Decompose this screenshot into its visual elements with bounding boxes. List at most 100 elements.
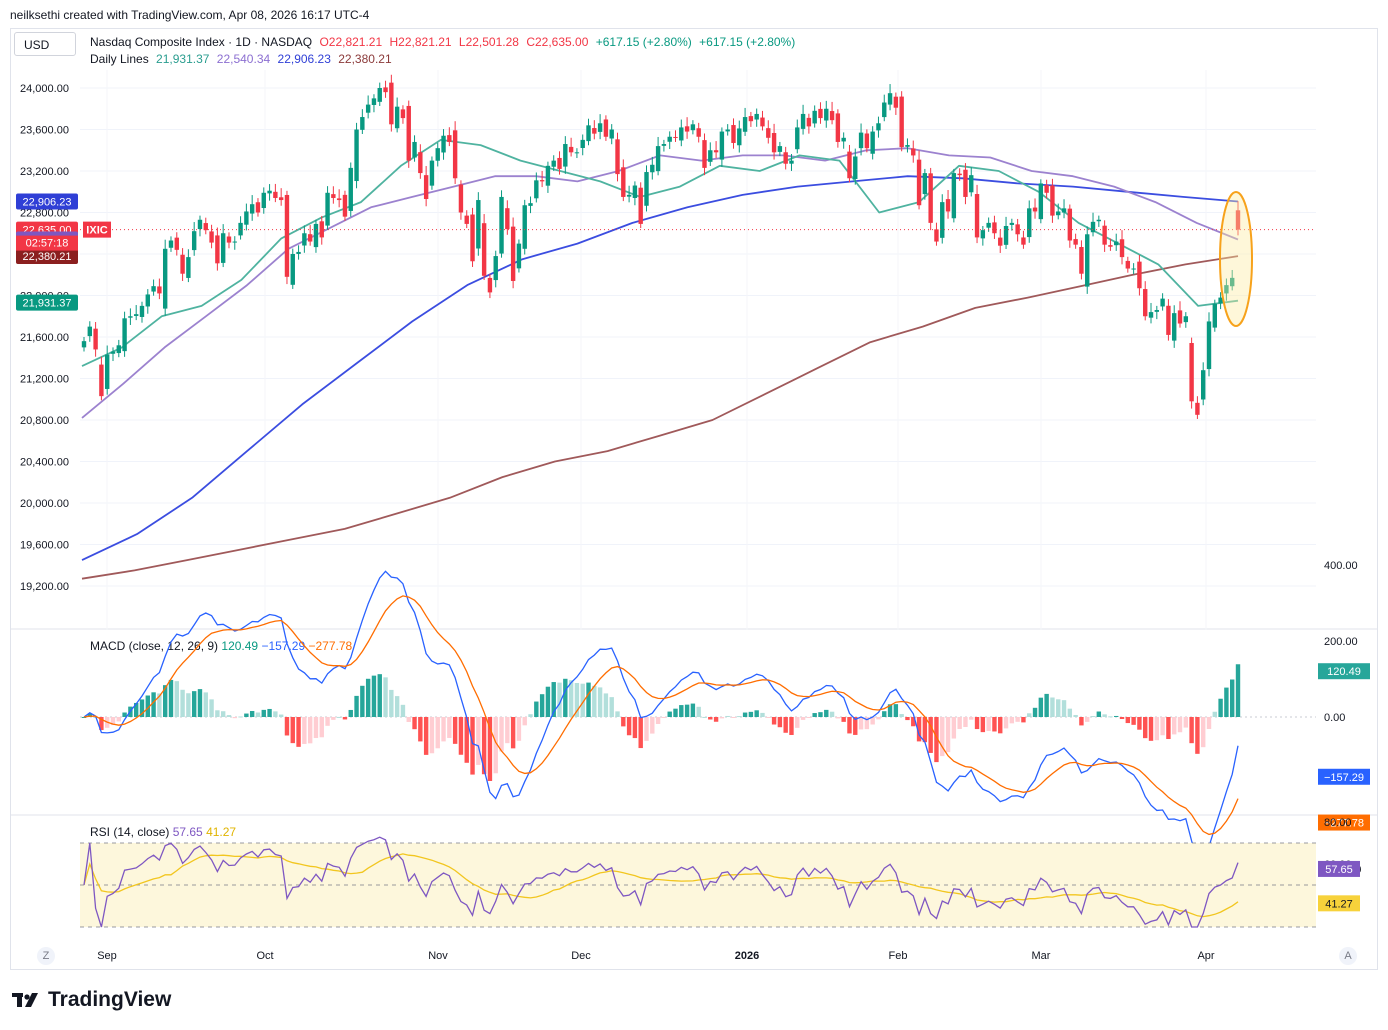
candle-body <box>122 318 127 352</box>
macd-histogram-bar <box>1195 717 1200 754</box>
candle-body <box>476 200 481 249</box>
candle-body <box>737 128 742 146</box>
candle <box>957 168 962 181</box>
macd-histogram-bar <box>795 717 800 728</box>
candle <box>551 155 556 171</box>
candle-body <box>1038 183 1044 220</box>
rsi-axis-label: 80.00 <box>1324 817 1352 829</box>
macd-histogram-bar <box>168 679 174 717</box>
candle <box>829 101 835 125</box>
macd-histogram-bar <box>592 685 597 717</box>
candle-body <box>389 82 394 125</box>
daily-lines-label[interactable]: Daily Lines <box>90 52 149 66</box>
candle-body <box>1119 239 1125 258</box>
macd-histogram-bar <box>1108 716 1113 718</box>
candle <box>574 148 580 159</box>
candle-body <box>458 184 464 213</box>
rsi-ma-value: 41.27 <box>206 825 237 839</box>
candle <box>1224 278 1229 301</box>
macd-histogram-bar <box>249 711 255 717</box>
macd-histogram-bar <box>783 717 788 733</box>
macd-histogram-bar <box>452 717 458 744</box>
candle-body <box>916 159 922 206</box>
candle <box>429 156 435 190</box>
candle <box>1009 218 1015 231</box>
candle <box>800 104 806 135</box>
candle-body <box>563 144 568 167</box>
macd-histogram-bar <box>319 717 324 738</box>
candle-body <box>499 196 504 254</box>
macd-histogram-bar <box>615 711 620 717</box>
candle-body <box>818 108 823 119</box>
macd-histogram-bar <box>1143 717 1148 739</box>
currency-selector[interactable]: USD <box>14 32 76 56</box>
candle-body <box>302 233 307 246</box>
candle-body <box>1160 298 1165 307</box>
candle <box>586 118 591 146</box>
candle-body <box>1166 305 1171 335</box>
candle <box>974 184 980 244</box>
macd-value-tag <box>1318 663 1370 680</box>
macd-histogram-bar <box>244 713 249 717</box>
macd-histogram-bar <box>510 717 516 749</box>
candle-body <box>104 354 110 389</box>
candle-body <box>133 314 139 316</box>
candle-body <box>139 305 145 317</box>
rsi-label[interactable]: RSI (14, close) <box>90 825 170 839</box>
symbol-title[interactable]: Nasdaq Composite Index · 1D · NASDAQ <box>90 35 313 49</box>
candle <box>133 305 139 321</box>
zoom-corner-button[interactable]: Z <box>37 947 55 965</box>
candle-body <box>725 129 730 132</box>
candle-body <box>621 167 626 197</box>
macd-histogram-bar <box>824 709 829 717</box>
candle-body <box>487 277 493 293</box>
candle <box>267 184 272 201</box>
macd-signal-value: −277.78 <box>308 639 353 653</box>
candle-body <box>766 128 771 138</box>
macd-histogram-bar <box>719 717 725 719</box>
auto-scale-button[interactable]: A <box>1339 947 1357 965</box>
ohlc-open: O22,821.21 <box>319 35 383 49</box>
candle-body <box>1032 207 1038 212</box>
candle-body <box>998 237 1003 246</box>
candle <box>928 167 933 231</box>
y-tick-label: 22,800.00 <box>20 208 69 220</box>
candle-body <box>679 127 684 141</box>
y-tick-label: 21,200.00 <box>20 374 69 386</box>
candle-body <box>742 117 748 132</box>
y-tick-label: 20,800.00 <box>20 415 69 427</box>
candle <box>162 239 168 316</box>
macd-label[interactable]: MACD (close, 12, 26, 9) <box>90 639 219 653</box>
candle <box>650 156 655 180</box>
candle <box>139 301 145 323</box>
price-label: 21,931.37 <box>16 294 78 311</box>
candle-body <box>273 191 278 198</box>
macd-histogram-bar <box>847 717 852 734</box>
macd-histogram-bar <box>725 715 730 717</box>
macd-histogram-bar <box>696 706 701 717</box>
candle <box>145 289 150 314</box>
candle <box>1114 233 1119 251</box>
candle-body <box>690 124 696 131</box>
candle <box>418 144 423 179</box>
macd-histogram-bar <box>731 717 736 718</box>
candle <box>452 121 458 184</box>
candle <box>389 74 394 132</box>
candle-body <box>911 148 916 156</box>
candle-body <box>1003 225 1009 245</box>
macd-histogram-bar <box>418 717 423 742</box>
highlight-ellipse <box>1219 191 1253 327</box>
candle-body <box>226 236 232 243</box>
candle <box>696 122 701 143</box>
candle <box>1143 281 1148 321</box>
y-tick-label: 24,000.00 <box>20 83 69 95</box>
candle-body <box>342 194 348 217</box>
macd-histogram-bar <box>151 692 156 717</box>
candle <box>360 109 365 135</box>
macd-histogram-bar <box>1085 717 1090 722</box>
macd-histogram-bar <box>1218 698 1223 717</box>
tradingview-logo-icon <box>12 991 42 1009</box>
candle <box>365 95 371 119</box>
candle <box>423 166 429 207</box>
